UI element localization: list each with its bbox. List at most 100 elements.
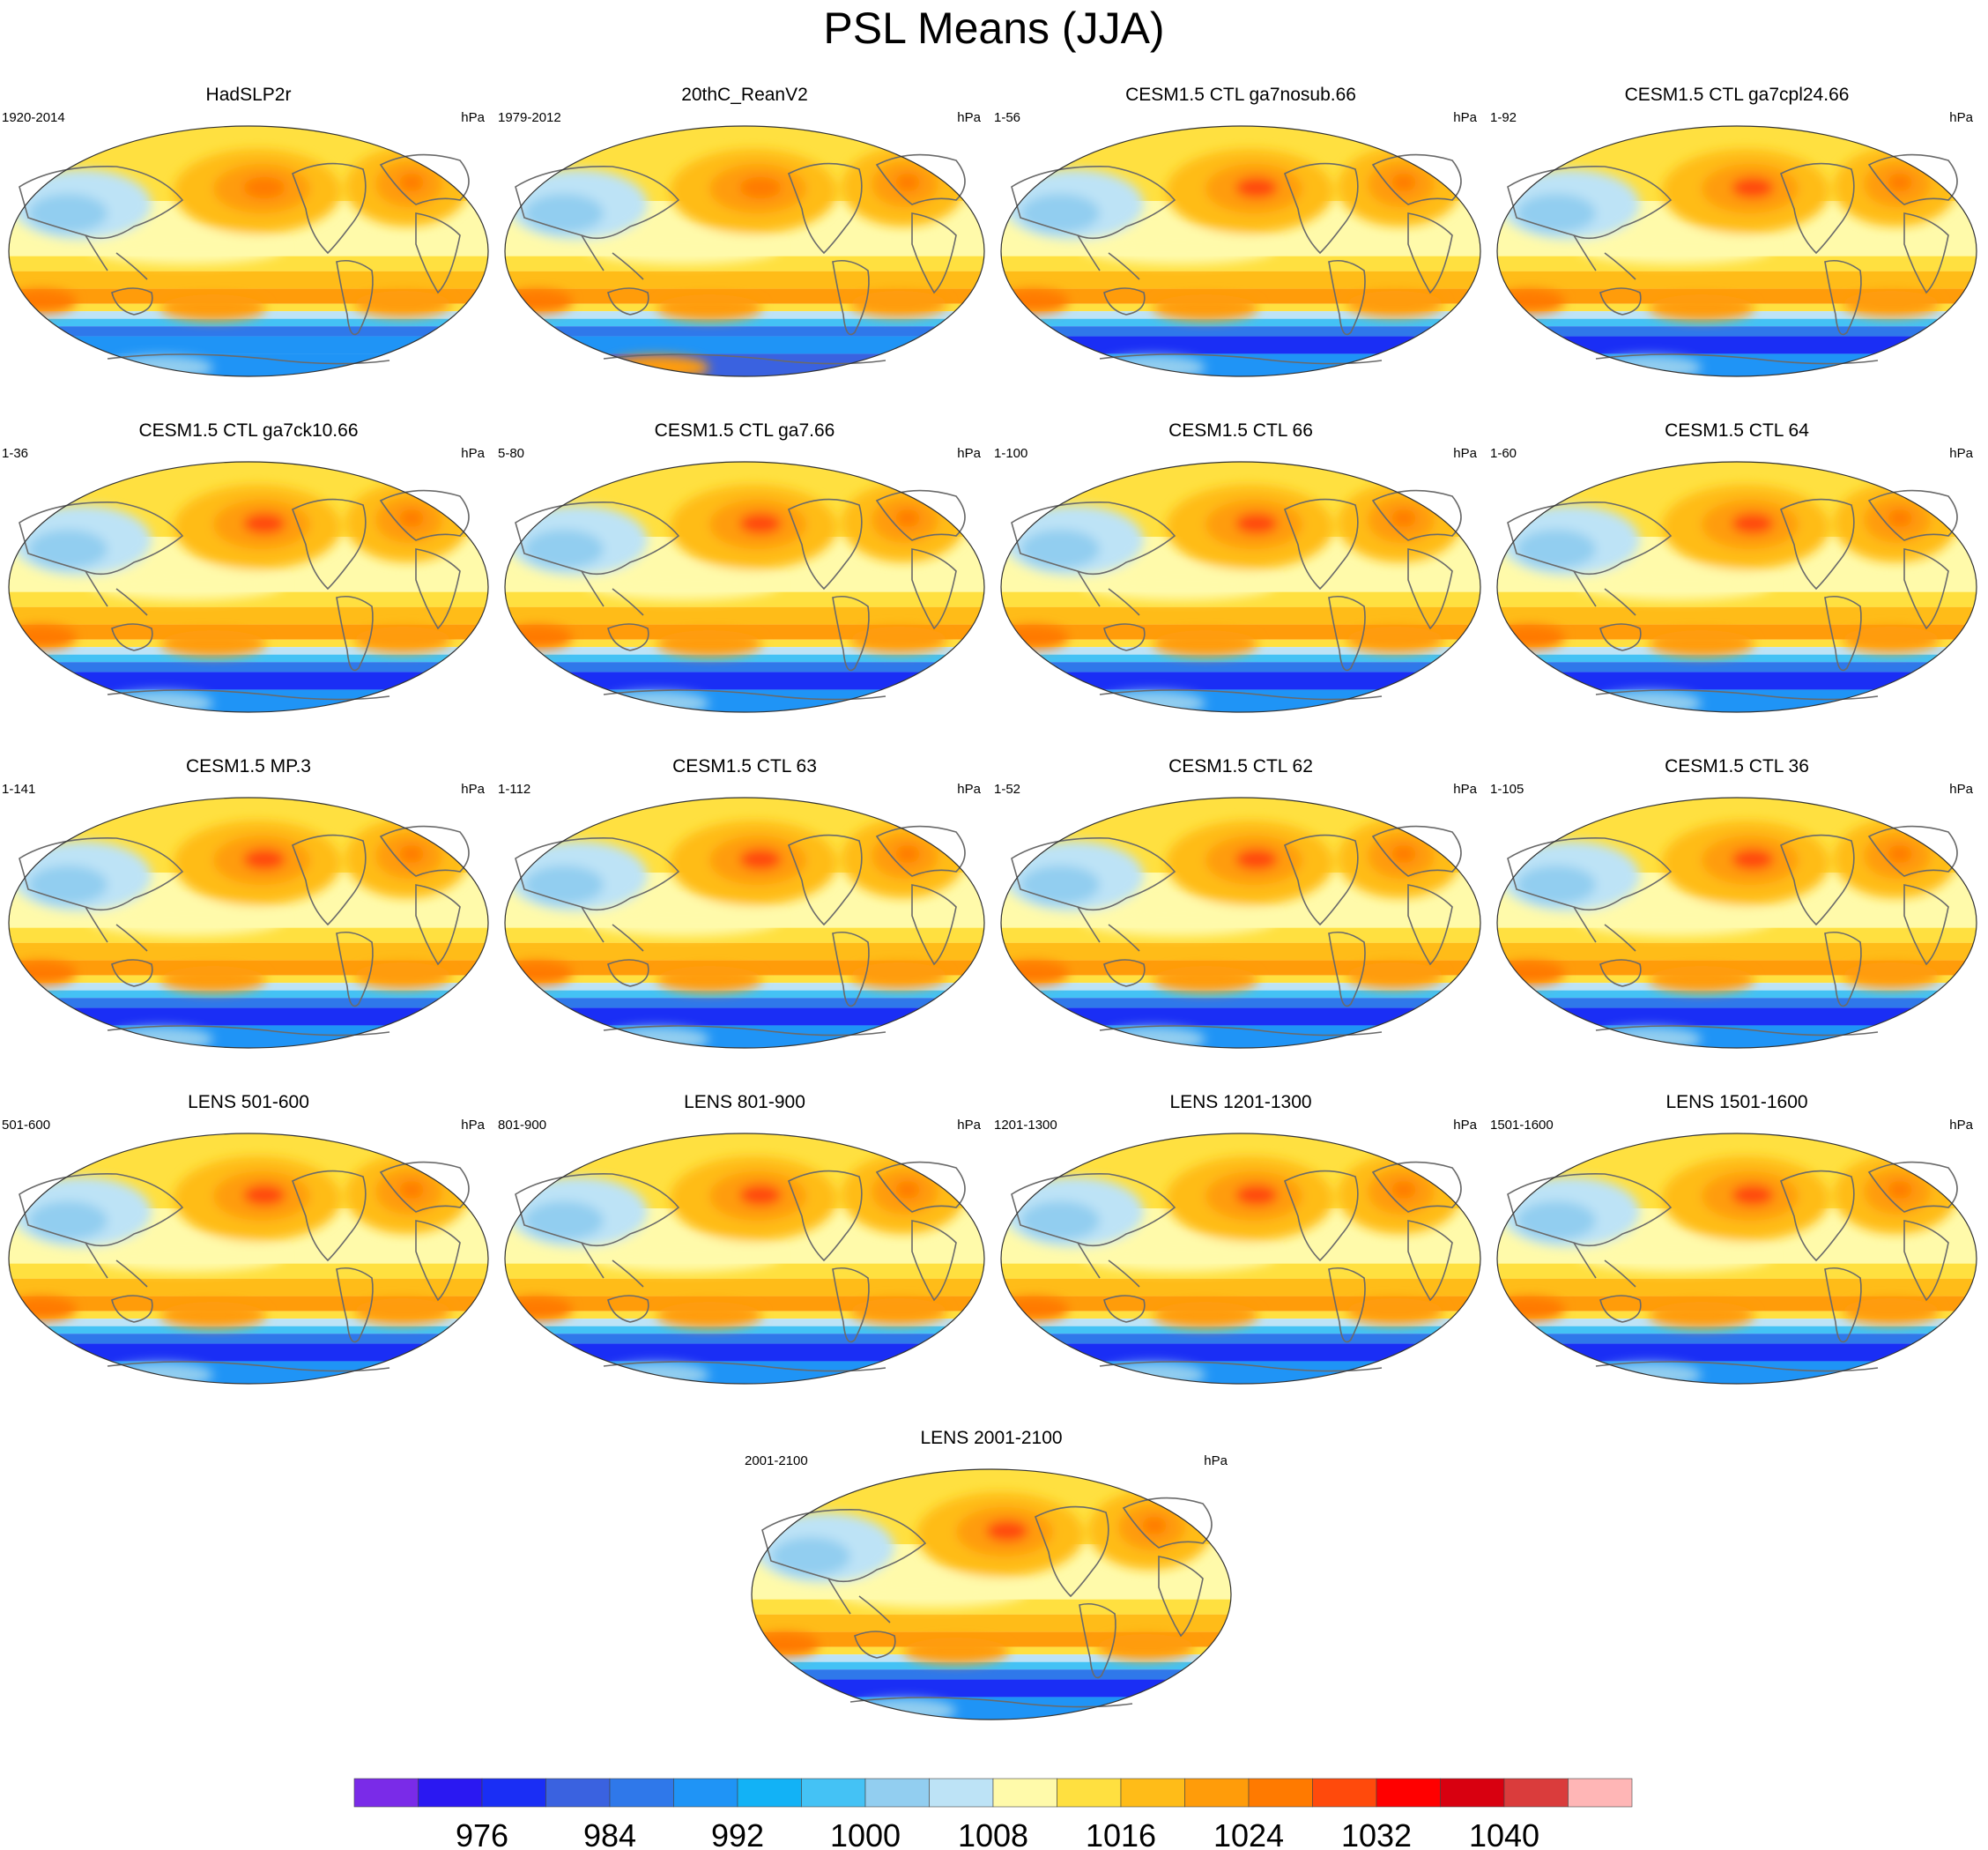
coastline-7 [107,353,390,365]
coastline-6 [415,884,461,966]
colorbar-swatch [673,1778,738,1808]
coastline-2 [1103,1295,1146,1323]
equatorial-trough [1082,233,1276,264]
asian-low-inner [1517,194,1596,233]
azores-high-core [895,509,920,527]
map-plot [8,125,489,377]
coastline-4 [1079,1602,1116,1679]
coastline-6 [1407,548,1453,630]
band-subtropic-s2 [1001,606,1480,625]
asian-low-inner [28,866,108,904]
asian-low-inner [524,530,604,568]
sh-high-indian [9,1296,77,1321]
coastline-0 [1507,837,1673,911]
coastline-1 [1573,906,1636,952]
map-border [504,461,985,713]
band-subtropic-s2 [1001,271,1480,289]
panel-years: 1-100 [994,446,1028,461]
coastline-2 [111,623,153,651]
coastline-5 [1867,489,1958,541]
coastline-4 [336,259,374,336]
coastline-6 [1903,1220,1949,1302]
coastline-1 [827,1578,891,1623]
colorbar-swatch [1248,1778,1313,1808]
band-storm-3 [9,662,488,672]
coastline-7 [1099,1025,1383,1036]
map-border [8,1133,489,1385]
asian-low-inner [1020,194,1100,233]
panel-title: CESM1.5 CTL 63 [672,756,817,776]
colorbar-swatch [545,1778,611,1808]
band-storm-2 [1001,1326,1480,1334]
band-storm-3 [752,1669,1231,1680]
coastline-1 [1573,1242,1636,1288]
coastline-5 [379,153,470,205]
band-storm-3 [1497,326,1977,337]
map-plot [1000,461,1481,713]
coastline-7 [1099,689,1383,701]
sh-high-pacific [656,1302,762,1328]
band-storm-2 [752,1661,1231,1670]
map-panel: CESM1.5 CTL ga7nosub.66 1-56 hPa [994,84,1487,383]
sh-high-pacific [1153,294,1258,321]
pacific-high-core [1235,177,1278,198]
equatorial-trough [90,568,284,600]
map-plot [1496,461,1977,713]
sh-high-indian [9,289,77,314]
asian-low-inner [1020,530,1100,568]
equatorial-trough [1082,904,1276,936]
band-storm-core [1001,336,1480,354]
band-storm-2 [1497,1326,1977,1334]
panel-years: 1-56 [994,110,1021,125]
band-storm-2 [9,1326,488,1334]
band-storm-2 [9,654,488,663]
colorbar-swatch [481,1778,546,1808]
coastline-1 [581,570,644,616]
coastline-5 [379,825,470,877]
map-panel: CESM1.5 CTL 62 1-52 hPa [994,755,1487,1055]
band-subtropic-s2 [752,1614,1231,1632]
pacific-high-core [1235,849,1278,870]
coastline-4 [1824,1267,1862,1343]
azores-high-core [1888,1181,1912,1199]
sh-high-indian [1497,625,1565,650]
asian-low-inner [28,194,108,233]
map-border [751,1468,1232,1720]
coastline-2 [1599,623,1642,651]
asian-low-inner [771,1537,850,1576]
asian-low-inner [1020,866,1100,904]
band-subtropic-s2 [1001,942,1480,961]
pacific-high-core [739,849,782,870]
band-subtropic-s2 [1497,942,1977,961]
coastline-5 [379,489,470,541]
coastline-2 [111,1295,153,1323]
band-subtropic-s2 [505,271,984,289]
sh-high-atlantic [354,962,451,989]
map-border [8,461,489,713]
panel-units: hPa [461,446,485,461]
azores-high-core [399,1181,424,1199]
band-subtropic-s2 [505,606,984,625]
pacific-high-core [739,1185,782,1206]
colorbar-swatch [1568,1778,1633,1808]
panel-title: LENS 501-600 [188,1092,309,1112]
map-plot [751,1468,1232,1720]
coastline-6 [1903,884,1949,966]
coastline-7 [1595,353,1879,365]
sh-high-indian [9,961,77,985]
coastline-0 [761,1509,927,1583]
map-panel: HadSLP2r 1920-2014 hPa [2,84,495,383]
coastline-1 [1077,906,1140,952]
coastline-1 [85,906,148,952]
panel-units: hPa [957,782,981,797]
band-storm-3 [505,662,984,672]
asian-low-inner [524,866,604,904]
panel-years: 1-92 [1490,110,1517,125]
coastline-6 [911,548,957,630]
colorbar-tick-label: 976 [456,1817,508,1850]
panel-units: hPa [461,782,485,797]
coastline-1 [85,234,148,280]
coastline-3 [1283,834,1359,926]
asian-low-inner [1020,1201,1100,1240]
coastline-5 [875,489,966,541]
